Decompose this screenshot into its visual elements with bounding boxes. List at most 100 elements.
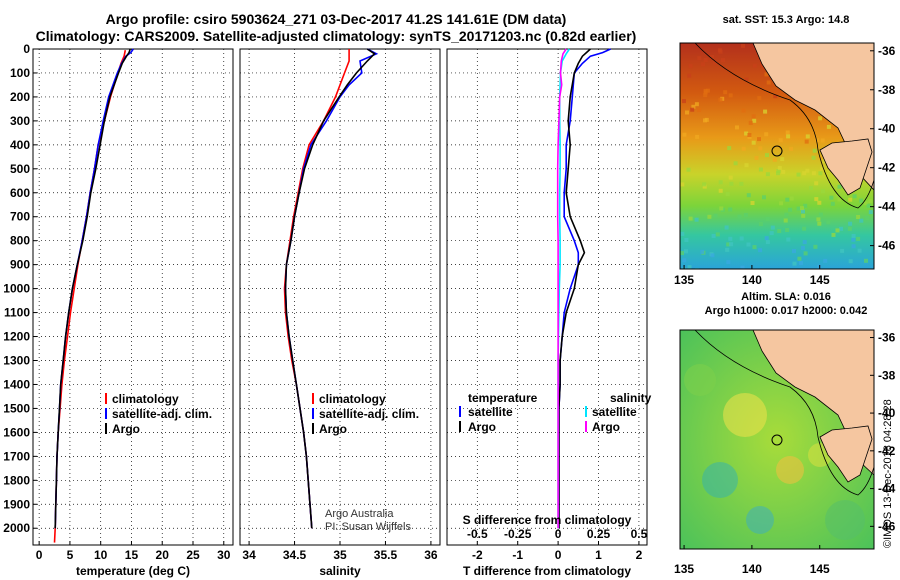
sla-land-mainland <box>752 330 874 476</box>
sst-pixel <box>686 167 691 172</box>
sst-pixel <box>797 256 802 261</box>
sst-pixel <box>682 132 687 137</box>
sst-pixel <box>765 217 770 222</box>
sst-pixel <box>728 236 733 241</box>
sst-pixel <box>684 238 689 242</box>
sst-pixel <box>823 258 828 263</box>
depth-tick-label: 0 <box>23 42 30 56</box>
sst-pixel <box>724 225 729 230</box>
sst-pixel <box>680 182 685 187</box>
sst-pixel <box>840 248 845 253</box>
sst-pixel <box>758 222 763 226</box>
sst-pixel <box>777 165 782 170</box>
sst-bathymetry-contour <box>694 43 874 209</box>
diff-x2tick-label: -0.25 <box>504 527 532 541</box>
diff-legend-temperature-title: temperature <box>468 391 538 405</box>
sst-lon-tick-label: 135 <box>674 273 694 287</box>
sst-pixel <box>746 242 751 247</box>
sst-pixel <box>733 161 738 166</box>
sst-lat-tick-label: -46 <box>878 239 896 253</box>
sla-map-title-line2: Argo h1000: 0.017 h2000: 0.042 <box>704 305 868 317</box>
depth-tick-label: 200 <box>10 90 30 104</box>
temp-xtick-label: 30 <box>217 548 231 562</box>
sst-pixel <box>713 60 718 65</box>
sal-grid <box>240 49 440 545</box>
depth-tick-label: 1200 <box>3 330 30 344</box>
sla-lat-tick-label: -40 <box>878 406 896 420</box>
sla-map-frame <box>679 329 875 550</box>
temp-grid <box>33 49 233 545</box>
sst-pixel <box>779 201 784 206</box>
sst-pixel <box>721 58 725 63</box>
sst-pixel <box>688 64 693 69</box>
sst-pixel <box>707 214 712 219</box>
sst-pixel <box>687 73 692 78</box>
sst-pixel <box>800 206 804 211</box>
sst-pixel <box>739 236 744 241</box>
depth-tick-label: 700 <box>10 210 30 224</box>
sst-pixel <box>744 163 749 168</box>
sst-lat-tick-label: -40 <box>878 122 896 136</box>
sst-pixel <box>772 157 777 162</box>
sst-pixel <box>766 80 771 85</box>
sla-anomaly-blob <box>684 364 716 396</box>
sst-pixel <box>792 249 796 254</box>
sla-lat-tick-label: -36 <box>878 331 896 345</box>
sst-lat-tick-label: -38 <box>878 83 896 97</box>
diff-legend-salinity-label: Argo <box>592 420 620 434</box>
credit-line1: Argo Australia <box>325 508 394 520</box>
sst-pixel <box>760 63 765 68</box>
temp-plot-area <box>32 48 234 546</box>
sla-lat-tick-label: -46 <box>878 519 896 533</box>
sst-pixel <box>729 242 734 247</box>
diff-xtick-label: 1 <box>595 548 602 562</box>
sst-pixel <box>751 140 756 145</box>
sla-land-tasmania <box>819 425 873 483</box>
sst-pixel <box>728 175 733 180</box>
sst-pixel <box>773 94 778 99</box>
sst-pixel <box>748 120 753 125</box>
sst-pixel <box>728 93 733 98</box>
sst-pixel <box>758 167 763 172</box>
sst-pixel <box>697 108 702 112</box>
sst-pixel <box>718 97 723 102</box>
sal-legend-label: Argo <box>319 422 347 436</box>
sst-pixel <box>803 203 808 208</box>
sla-bathymetry-contour <box>694 330 874 496</box>
diff-x2tick-label: 0.25 <box>587 527 611 541</box>
sal-xtick-label: 36 <box>424 548 438 562</box>
temp-xtick-label: 0 <box>36 548 43 562</box>
sst-pixel <box>802 240 807 245</box>
sst-map <box>680 43 874 269</box>
sla-map <box>680 330 874 549</box>
diff-series-argo <box>558 48 591 529</box>
sst-pixel <box>765 153 769 158</box>
diff-legend: temperature salinitysatelliteArgosatellit… <box>459 391 652 434</box>
sst-pixel <box>687 265 692 269</box>
sst-lat-tick-label: -36 <box>878 44 896 58</box>
diff-xtick-label: -1 <box>512 548 523 562</box>
sst-pixel <box>785 130 790 135</box>
sst-pixel <box>851 244 856 249</box>
depth-tick-label: 600 <box>10 186 30 200</box>
sst-pixel <box>725 192 730 197</box>
sst-pixel <box>868 199 873 204</box>
sst-pixel <box>829 195 834 200</box>
sst-pixel <box>822 159 827 164</box>
sst-lon-tick-label: 145 <box>810 273 830 287</box>
sst-pixel <box>711 234 716 238</box>
sst-pixel <box>685 110 689 115</box>
sst-pixel <box>796 172 801 177</box>
sst-pixel <box>835 228 840 233</box>
sst-pixel <box>680 251 684 256</box>
sst-pixel <box>778 138 783 143</box>
temp-xtick-label: 25 <box>186 548 200 562</box>
diff-x2tick-label: 0.5 <box>631 527 648 541</box>
diff-xtick-label: 0 <box>555 548 562 562</box>
sst-pixel <box>713 213 718 218</box>
sst-pixel <box>727 146 732 151</box>
sst-lat-tick-label: -44 <box>878 200 896 214</box>
sst-pixel <box>762 195 766 200</box>
depth-tick-label: 800 <box>10 234 30 248</box>
